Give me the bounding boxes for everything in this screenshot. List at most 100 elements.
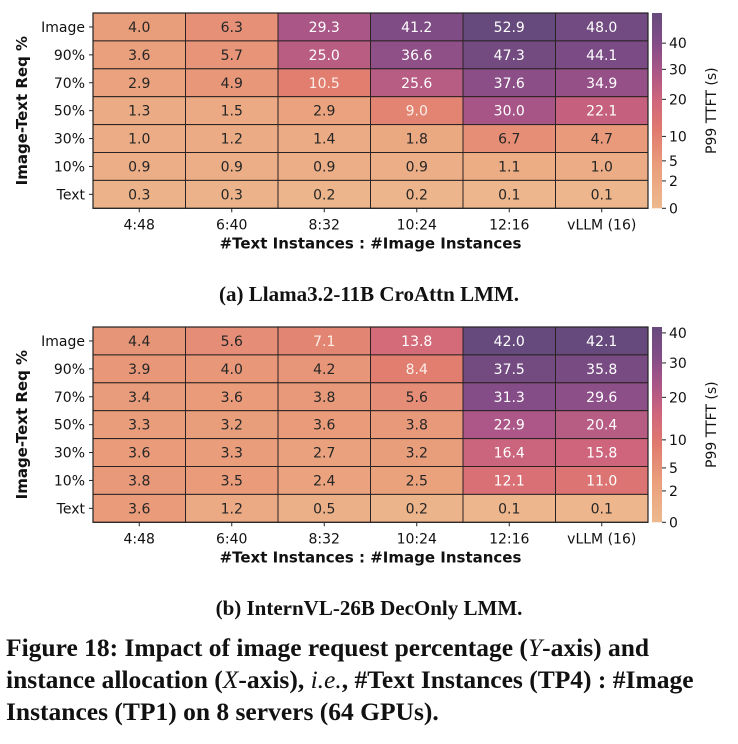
x-tick-label: 10:24 <box>397 217 437 233</box>
heatmap-cell <box>277 96 371 126</box>
x-tick-label: 8:32 <box>309 531 340 547</box>
cell-value-label: 4.4 <box>128 334 150 350</box>
heatmap-cell <box>370 382 464 412</box>
cell-value-label: 0.3 <box>221 187 243 203</box>
cell-value-label: 4.2 <box>313 362 335 378</box>
cell-value-label: 5.6 <box>406 390 428 406</box>
heatmap-cell <box>555 493 649 523</box>
caption-a: (a) Llama3.2-11B CroAttn LMM. <box>219 282 519 306</box>
heatmap-cell <box>462 96 556 126</box>
heatmap-b: 4.4 5.6 7.1 13.8 42.0 42.1 3.9 4.0 4.2 8.4 37.5 35.… <box>13 326 720 566</box>
heatmap-cell <box>185 68 279 98</box>
y-tick-label: 30% <box>54 446 85 462</box>
heatmap-cell <box>92 12 186 42</box>
cell-value-label: 35.8 <box>586 362 617 378</box>
cell-value-label: 0.9 <box>406 159 428 175</box>
heatmap-cell <box>92 96 186 126</box>
y-axis-label: Image-Text Req % <box>13 36 31 185</box>
cell-value-label: 3.8 <box>313 390 335 406</box>
y-tick-label: 70% <box>54 76 85 92</box>
cell-value-label: 34.9 <box>586 76 617 92</box>
heatmap-cell <box>185 354 279 384</box>
heatmap-a: 4.0 6.3 29.3 41.2 52.9 48.03.6 5.7 25.0 36.6 47.3… <box>13 12 720 252</box>
cell-value-label: 3.6 <box>128 446 150 462</box>
cell-value-label: 3.2 <box>221 418 243 434</box>
cell-value-label: 1.0 <box>591 159 613 175</box>
colorbar-tick-label: 20 <box>669 390 687 406</box>
cell-value-label: 5.6 <box>221 334 243 350</box>
cell-value-label: 6.3 <box>221 20 243 36</box>
cell-value-label: 0.9 <box>128 159 150 175</box>
x-tick-label: 6:40 <box>216 531 247 547</box>
heatmap-cell <box>370 179 464 209</box>
colorbar-tick-label: 0 <box>669 201 678 217</box>
cell-value-label: 1.4 <box>313 132 335 148</box>
heatmap-cell <box>370 438 464 467</box>
cell-value-label: 4.0 <box>128 20 150 36</box>
cell-value-label: 0.1 <box>498 501 520 517</box>
cell-value-label: 3.5 <box>221 473 243 489</box>
cell-value-label: 3.6 <box>313 418 335 434</box>
heatmap-cell <box>185 466 279 495</box>
y-axis-label: Image-Text Req % <box>13 350 31 499</box>
cell-value-label: 2.4 <box>313 473 335 489</box>
figure-caption-x: X <box>222 665 239 694</box>
colorbar-tick-label: 40 <box>669 326 687 342</box>
cell-value-label: 3.8 <box>128 473 150 489</box>
heatmap-cell <box>555 179 649 209</box>
heatmap-cell <box>185 12 279 42</box>
cell-value-label: 0.2 <box>406 187 428 203</box>
figure-caption-part3: -axis), <box>238 665 311 694</box>
cell-value-label: 0.2 <box>406 501 428 517</box>
colorbar-tick-label: 30 <box>669 62 687 78</box>
y-tick-label: Text <box>56 187 86 203</box>
heatmap-cell <box>277 124 371 153</box>
cell-value-label: 4.0 <box>221 362 243 378</box>
colorbar-tick-label: 2 <box>669 174 678 190</box>
cell-value-label: 30.0 <box>494 104 525 120</box>
cell-value-label: 0.1 <box>591 501 613 517</box>
cell-value-label: 3.4 <box>128 390 150 406</box>
heatmap-cell <box>277 179 371 209</box>
heatmap-cell <box>277 410 371 440</box>
cell-value-label: 0.9 <box>221 159 243 175</box>
cell-value-label: 22.9 <box>494 418 525 434</box>
heatmap-cell <box>277 466 371 495</box>
cell-value-label: 37.6 <box>494 76 525 92</box>
heatmap-cell <box>185 326 279 356</box>
heatmap-cell <box>92 382 186 412</box>
x-tick-label: 4:48 <box>124 531 155 547</box>
figure-caption-y: Y <box>527 633 543 662</box>
y-tick-label: Image <box>41 334 85 350</box>
cell-value-label: 3.2 <box>406 446 428 462</box>
cell-value-label: 0.5 <box>313 501 335 517</box>
cell-value-label: 2.9 <box>313 104 335 120</box>
cell-value-label: 37.5 <box>494 362 525 378</box>
cell-value-label: 7.1 <box>313 334 335 350</box>
x-tick-label: 12:16 <box>489 531 529 547</box>
cell-value-label: 0.1 <box>498 187 520 203</box>
colorbar <box>652 13 662 209</box>
cell-value-label: 29.6 <box>586 390 617 406</box>
heatmap-cell <box>555 354 649 384</box>
cell-value-label: 25.0 <box>309 48 340 64</box>
colorbar-tick-label: 5 <box>669 461 678 477</box>
colorbar-tick-label: 20 <box>669 92 687 108</box>
heatmap-cell <box>370 40 464 70</box>
heatmap-cell <box>555 152 649 181</box>
colorbar-tick-label: 2 <box>669 484 678 500</box>
cell-value-label: 29.3 <box>309 20 340 36</box>
x-axis-label: #Text Instances : #Image Instances <box>220 548 522 566</box>
cell-value-label: 12.1 <box>494 473 525 489</box>
cell-value-label: 44.1 <box>586 48 617 64</box>
cell-value-label: 3.3 <box>221 446 243 462</box>
heatmap-cell <box>185 438 279 467</box>
cell-value-label: 42.1 <box>586 334 617 350</box>
y-tick-label: 50% <box>54 418 85 434</box>
figure-caption-part1: Figure 18: Impact of image request perce… <box>6 633 528 662</box>
cell-value-label: 22.1 <box>586 104 617 120</box>
figure-caption-part4: , #Text Instances (TP4) : #Image Instanc… <box>6 665 694 726</box>
colorbar-tick-label: 10 <box>669 433 687 449</box>
heatmap-cell <box>277 493 371 523</box>
cell-value-label: 1.0 <box>128 132 150 148</box>
